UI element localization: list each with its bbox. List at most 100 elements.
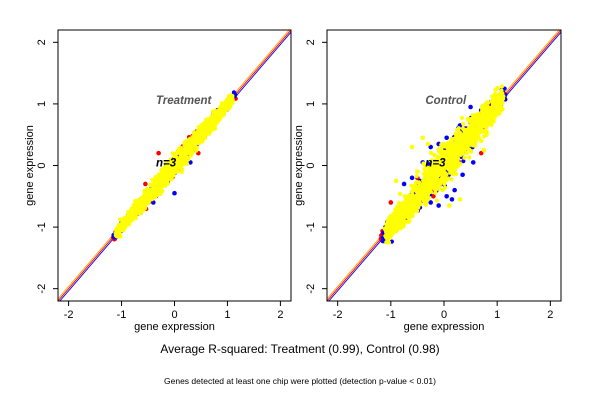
data-point: [499, 93, 504, 98]
data-point: [432, 173, 437, 179]
series-3: [382, 84, 506, 245]
data-point: [446, 155, 451, 160]
data-point: [175, 159, 180, 165]
data-point: [227, 105, 233, 110]
data-point: [431, 185, 437, 190]
panel-annotation: n=3: [156, 158, 177, 170]
data-point: [442, 185, 448, 190]
data-point: [473, 139, 478, 144]
data-point: [415, 169, 420, 174]
data-point: [423, 198, 428, 203]
caption-average-r-squared: Average R-squared: Treatment (0.99), Con…: [160, 342, 440, 356]
data-point: [200, 131, 205, 136]
data-point: [411, 186, 416, 192]
data-point: [406, 210, 411, 216]
data-point: [464, 151, 469, 156]
data-point: [458, 161, 463, 166]
data-point: [422, 191, 427, 196]
data-point: [130, 208, 135, 214]
data-point: [489, 112, 494, 117]
data-point: [428, 200, 434, 205]
data-point: [448, 166, 453, 171]
data-point: [438, 170, 443, 175]
data-point: [457, 197, 463, 202]
data-point: [406, 203, 411, 208]
data-point: [426, 187, 431, 192]
data-point: [491, 106, 496, 111]
data-point: [398, 226, 403, 231]
data-point: [449, 140, 454, 145]
data-point: [400, 201, 405, 207]
data-point: [410, 195, 415, 200]
data-point: [495, 102, 500, 108]
data-point: [481, 147, 487, 153]
data-point: [429, 181, 435, 186]
data-point: [406, 219, 411, 224]
data-point: [466, 147, 472, 152]
data-point: [490, 94, 495, 99]
data-point: [452, 167, 457, 172]
data-point: [455, 164, 460, 169]
data-point: [162, 173, 167, 178]
data-point: [139, 209, 144, 214]
data-point: [449, 177, 454, 182]
data-point: [229, 98, 235, 103]
data-point: [177, 146, 182, 151]
data-point: [407, 214, 412, 219]
data-point: [478, 150, 484, 156]
data-point: [460, 172, 465, 178]
data-point: [419, 194, 425, 199]
data-point: [184, 147, 190, 152]
data-point: [211, 119, 216, 124]
data-point: [195, 139, 200, 144]
data-point: [462, 130, 467, 135]
data-point: [470, 160, 476, 165]
data-point: [168, 168, 173, 173]
caption-detection-note: Genes detected at least one chip were pl…: [164, 376, 436, 386]
data-point: [188, 152, 194, 158]
data-point: [451, 136, 456, 141]
data-point: [404, 206, 409, 212]
y-tick-label: -1: [36, 222, 48, 232]
data-point: [159, 168, 165, 173]
y-tick-label: 0: [36, 162, 48, 168]
data-point: [426, 161, 431, 166]
data-point: [199, 127, 205, 132]
data-point: [462, 134, 467, 139]
data-point: [444, 135, 449, 141]
data-point: [499, 84, 505, 89]
data-point: [148, 182, 154, 187]
data-point: [226, 101, 232, 106]
data-point: [417, 185, 422, 190]
data-point: [452, 187, 457, 193]
data-point: [409, 200, 414, 205]
data-point: [213, 126, 218, 131]
x-tick-label: 0: [171, 309, 177, 321]
panel-title: Treatment: [156, 95, 213, 107]
data-point: [495, 85, 500, 91]
data-point: [142, 198, 147, 203]
y-tick-label: -2: [305, 284, 317, 294]
data-point: [425, 194, 430, 199]
data-point: [487, 108, 493, 113]
data-point: [384, 230, 389, 235]
data-point: [433, 190, 438, 195]
data-point: [138, 205, 143, 210]
data-point: [209, 114, 214, 119]
x-tick-label: -2: [64, 309, 74, 321]
data-point: [449, 197, 455, 202]
data-point: [143, 181, 148, 187]
data-point: [467, 136, 473, 142]
data-point: [134, 200, 139, 206]
data-point: [180, 150, 185, 155]
y-tick-label: -2: [36, 284, 48, 294]
data-point: [450, 171, 456, 177]
data-point: [442, 144, 447, 149]
data-point: [421, 161, 426, 166]
x-tick-label: -1: [386, 309, 396, 321]
data-point: [156, 150, 161, 156]
data-point: [484, 101, 489, 106]
y-axis-label: gene expression: [24, 125, 36, 206]
data-point: [447, 203, 452, 208]
